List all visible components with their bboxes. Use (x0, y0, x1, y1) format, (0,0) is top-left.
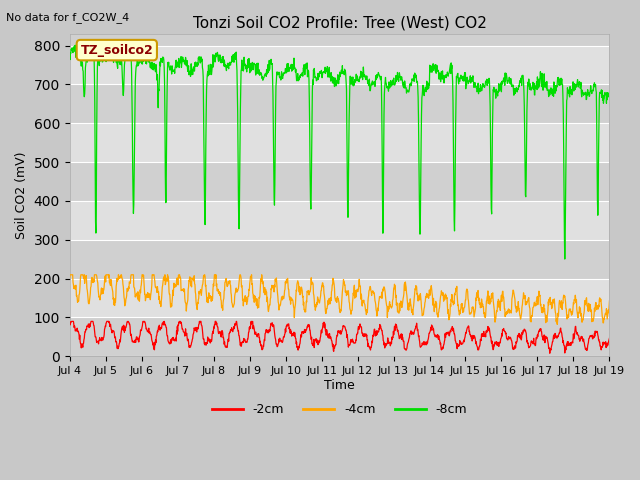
Bar (70, 46, 609, 84)
Bar (70, 34, 609, 46)
Bar (70, 279, 609, 317)
Bar (70, 317, 609, 356)
Bar (70, 162, 609, 201)
Bar (70, 84, 609, 123)
Text: TZ_soilco2: TZ_soilco2 (81, 44, 153, 57)
Bar (70, 201, 609, 240)
Text: No data for f_CO2W_4: No data for f_CO2W_4 (6, 12, 130, 23)
Bar (70, 240, 609, 279)
Bar (70, 123, 609, 162)
Y-axis label: Soil CO2 (mV): Soil CO2 (mV) (15, 151, 28, 239)
Legend: -2cm, -4cm, -8cm: -2cm, -4cm, -8cm (207, 398, 472, 421)
X-axis label: Time: Time (324, 379, 355, 392)
Title: Tonzi Soil CO2 Profile: Tree (West) CO2: Tonzi Soil CO2 Profile: Tree (West) CO2 (193, 15, 486, 30)
